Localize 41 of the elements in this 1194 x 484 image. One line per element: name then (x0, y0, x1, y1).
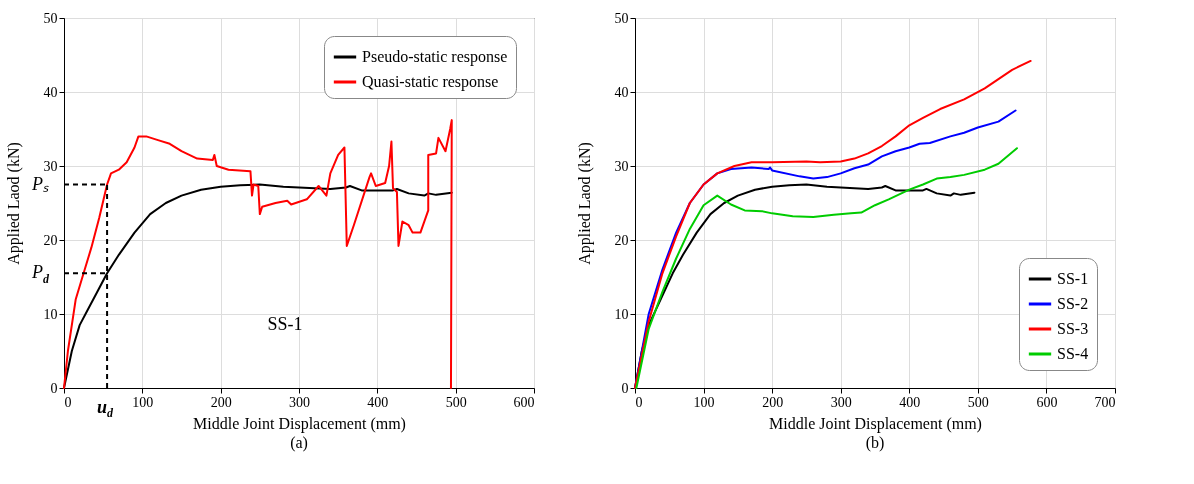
text: (b) (865, 434, 885, 452)
x-tick-label: 300 (830, 394, 852, 410)
y-axis-title: Applied Laod (kN) (575, 142, 594, 265)
legend-label: SS-1 (1057, 270, 1089, 287)
x-tick-label: 0 (64, 394, 72, 410)
y-tick-label: 20 (614, 232, 629, 248)
x-axis-title: Middle Joint Displacement (mm) (193, 414, 406, 433)
y-axis-title: Applied Laod (kN) (4, 142, 23, 265)
x-tick-label: 200 (210, 394, 232, 410)
x-tick-label: 700 (1094, 394, 1116, 410)
x-tick-label: 400 (899, 394, 921, 410)
x-tick-label: 300 (289, 394, 310, 410)
x-tick-label: 100 (693, 394, 715, 410)
y-tick-label: 30 (43, 158, 58, 174)
y-tick-label: 10 (43, 306, 58, 322)
legend-label: Quasi-static response (362, 73, 499, 91)
annotation: SS-1 (267, 314, 303, 335)
y-tick-label: 30 (614, 158, 629, 174)
y-tick-label: 50 (614, 10, 629, 26)
y-tick-label: 0 (621, 380, 629, 396)
x-tick-label: 500 (445, 394, 467, 410)
y-tick-label: 10 (614, 306, 629, 322)
x-tick-label: 400 (367, 394, 389, 410)
x-tick-label: 0 (635, 394, 643, 410)
x-tick-label: 600 (1036, 394, 1058, 410)
legend-label: SS-4 (1057, 345, 1089, 362)
y-tick-label: 40 (43, 84, 58, 100)
legend-label: SS-3 (1057, 320, 1089, 337)
y-tick-label: 40 (614, 84, 629, 100)
ref-line-label: Pₛ (31, 173, 49, 194)
y-tick-label: 20 (43, 232, 58, 248)
x-tick-label: 500 (967, 394, 989, 410)
x-tick-label: 600 (513, 394, 535, 410)
legend-label: SS-2 (1057, 295, 1089, 312)
x-tick-label: 200 (762, 394, 784, 410)
y-tick-label: 0 (50, 380, 58, 396)
text: (a) (290, 434, 308, 452)
x-axis-title: Middle Joint Displacement (mm) (769, 414, 982, 433)
y-tick-label: 50 (43, 10, 58, 26)
legend-label: Pseudo-static response (362, 48, 508, 66)
x-tick-label: 100 (132, 394, 154, 410)
